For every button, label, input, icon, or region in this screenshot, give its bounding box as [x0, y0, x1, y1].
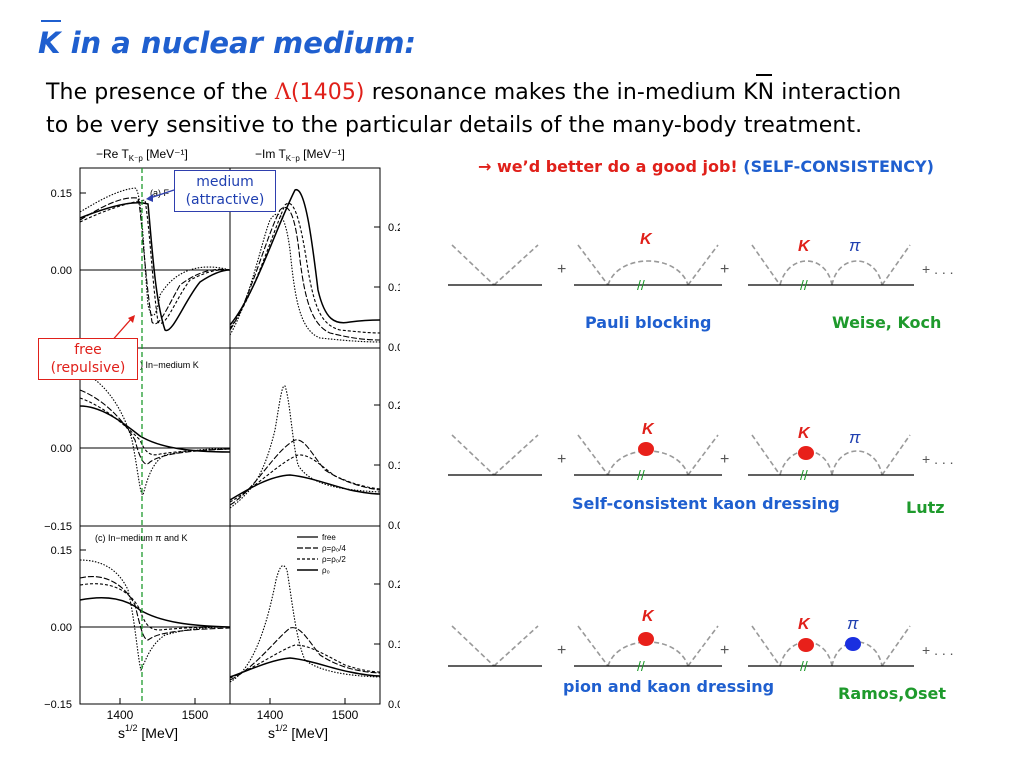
svg-text:0.00: 0.00 [51, 622, 72, 634]
svg-text:+: + [557, 451, 566, 468]
k-bar-letter: K [38, 20, 61, 60]
plot-legend: free ρ=ρ₀/4 ρ=ρ₀/2 ρ₀ [297, 533, 346, 575]
svg-text:ρ₀: ρ₀ [322, 566, 330, 575]
svg-text:π: π [849, 236, 861, 255]
diagram-row-2: + + + . . . K K π // // [447, 421, 954, 483]
svg-text:K: K [642, 421, 655, 438]
svg-text:+: + [557, 261, 566, 278]
diagram-row-3: + + + . . . K K π // // [447, 608, 954, 674]
right-plot-header: −Im TK⁻p [MeV⁻¹] [255, 147, 345, 163]
svg-text:1500: 1500 [332, 708, 359, 722]
arrow-icon: → [478, 157, 492, 176]
label-lutz: Lutz [906, 498, 945, 517]
svg-text:K: K [798, 425, 811, 442]
pion-dressing-blob [845, 637, 861, 651]
svg-text:K: K [798, 616, 811, 633]
svg-text:+: + [557, 642, 566, 659]
panel-b-im-curves [229, 385, 381, 509]
svg-text:0.00: 0.00 [51, 443, 72, 455]
svg-text:0.15: 0.15 [51, 188, 72, 200]
panel-c-re [79, 525, 231, 705]
panel-b-label: ) In−medium K [140, 360, 199, 370]
kaon-dressing-blob [638, 442, 654, 456]
conclusion-main: we’d better do a good job! [496, 157, 738, 176]
conclusion-text: → we’d better do a good job! (SELF-CONSI… [478, 157, 934, 176]
svg-text://: // [637, 467, 645, 483]
svg-text:−0.15: −0.15 [44, 699, 72, 711]
panel-c-im-curves [229, 565, 381, 683]
left-plot-header: −Re TK⁻p [MeV⁻¹] [96, 147, 188, 163]
kaon-dressing-blob [798, 638, 814, 652]
svg-text:1400: 1400 [257, 708, 284, 722]
x-axis-label-right: s1/2 [MeV] [268, 723, 328, 741]
svg-text:+ . . .: + . . . [922, 451, 954, 467]
slide-title: K in a nuclear medium: [38, 20, 417, 60]
feynman-diagrams: + + + . . . K K π // // + + + . . . K K … [447, 231, 954, 674]
svg-text:K: K [798, 238, 811, 255]
panel-c-im [229, 525, 381, 705]
svg-text:0.2: 0.2 [388, 222, 400, 234]
svg-text:0.1: 0.1 [388, 639, 400, 651]
label-weise-koch: Weise, Koch [832, 313, 942, 332]
svg-text://: // [800, 467, 808, 483]
svg-text:0.2: 0.2 [388, 579, 400, 591]
panel-c-re-curves [79, 559, 231, 672]
free-callout: free (repulsive) [38, 338, 138, 380]
svg-text:0.0: 0.0 [388, 342, 400, 354]
amplitude-plots: −Re TK⁻p [MeV⁻¹] −Im TK⁻p [MeV⁻¹] 0.15 0… [44, 147, 400, 741]
diagram-row-1: + + + . . . K K π // // [447, 231, 954, 293]
svg-text:+ . . .: + . . . [922, 261, 954, 277]
pauli-slash-mark: // [637, 277, 645, 293]
svg-text:0.0: 0.0 [388, 520, 400, 532]
svg-text:0.1: 0.1 [388, 282, 400, 294]
label-pion-kaon: pion and kaon dressing [563, 677, 775, 696]
svg-text:−0.15: −0.15 [44, 521, 72, 533]
label-pauli-blocking: Pauli blocking [585, 313, 712, 332]
svg-text:0.0: 0.0 [388, 699, 400, 711]
svg-text:0.2: 0.2 [388, 400, 400, 412]
svg-text:free: free [322, 533, 336, 542]
kaon-dressing-blob [798, 446, 814, 460]
svg-text:ρ=ρ₀/2: ρ=ρ₀/2 [322, 555, 346, 564]
panel-a-re-curves [79, 187, 231, 332]
label-self-consistent: Self-consistent kaon dressing [572, 494, 840, 513]
svg-text:+: + [720, 451, 729, 468]
pauli-slash-mark: // [800, 277, 808, 293]
panel-b-re-curves [79, 369, 231, 496]
svg-text:1400: 1400 [107, 708, 134, 722]
svg-text://: // [800, 658, 808, 674]
intro-line-1: The presence of the Λ(1405) resonance ma… [46, 80, 902, 105]
svg-text:ρ=ρ₀/4: ρ=ρ₀/4 [322, 544, 346, 553]
svg-text:0.1: 0.1 [388, 460, 400, 472]
svg-text:0.15: 0.15 [51, 545, 72, 557]
conclusion-note: (SELF-CONSISTENCY) [743, 157, 934, 176]
panel-a-label: (a) F [150, 188, 170, 198]
panel-c-label: (c) In−medium π and K [95, 533, 188, 543]
svg-text:π: π [849, 428, 861, 447]
intro-line-2: to be very sensitive to the particular d… [46, 113, 863, 138]
x-axis-label-left: s1/2 [MeV] [118, 723, 178, 741]
svg-text:K: K [642, 608, 655, 625]
svg-text://: // [637, 658, 645, 674]
antikaon-overbar [756, 74, 772, 76]
lambda-resonance: Λ(1405) [274, 80, 365, 105]
svg-text:π: π [847, 614, 859, 633]
svg-text:K: K [640, 231, 653, 248]
panel-a-im-curves [229, 189, 381, 343]
panel-b-im [229, 347, 381, 527]
label-ramos-oset: Ramos,Oset [838, 684, 947, 703]
title-text: in a nuclear medium: [60, 26, 417, 60]
svg-text:1500: 1500 [182, 708, 209, 722]
kaon-dressing-blob [638, 632, 654, 646]
svg-text:0.00: 0.00 [51, 265, 72, 277]
overbar [41, 20, 61, 22]
medium-callout: medium (attractive) [174, 170, 276, 212]
svg-text:+: + [720, 642, 729, 659]
svg-text:+ . . .: + . . . [922, 642, 954, 658]
svg-text:+: + [720, 261, 729, 278]
